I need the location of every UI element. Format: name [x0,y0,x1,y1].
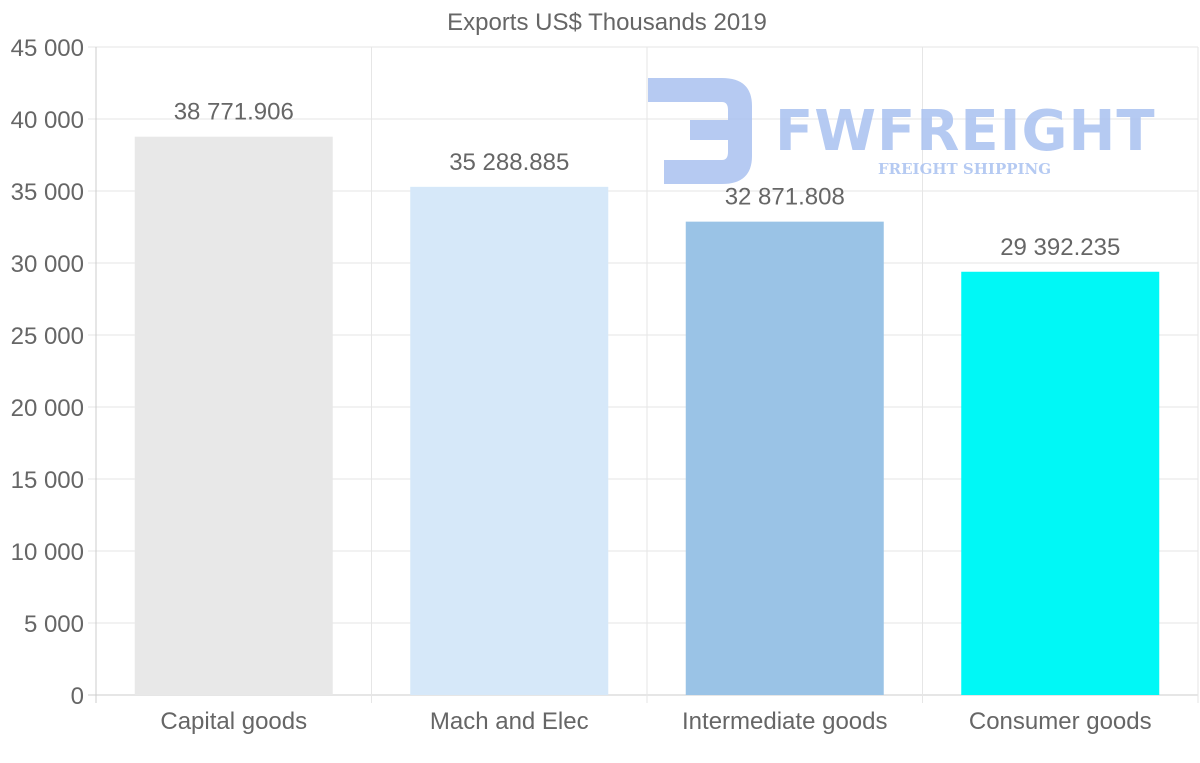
bar-3 [685,221,884,695]
y-tick-label: 10 000 [11,539,84,566]
x-category-label: Intermediate goods [682,708,887,735]
x-axis-categories: Capital goods Mach and Elec Intermediate g… [160,708,1151,735]
bars [134,136,1160,695]
y-tick-label: 40 000 [11,107,84,134]
bar-value-label: 35 288.885 [449,149,569,176]
y-tick-label: 30 000 [11,251,84,278]
y-tick-label: 5 000 [24,611,84,638]
fwfreight-logo-icon [648,78,752,184]
fwfreight-watermark-logo: FWFREIGHT FREIGHT SHIPPING [648,78,1156,184]
bar-4 [961,271,1160,695]
data-labels: 38 771.906 35 288.885 32 871.808 29 392.235 [174,99,1121,261]
y-tick-label: 35 000 [11,179,84,206]
bar-value-label: 32 871.808 [725,184,845,211]
bar-value-label: 29 392.235 [1000,234,1120,261]
x-category-label: Consumer goods [969,708,1152,735]
y-axis-ticks: 0 5 000 10 000 15 000 20 000 25 000 30 000 35 0… [11,35,84,710]
y-tick-label: 45 000 [11,35,84,62]
bar-2 [410,186,609,695]
x-category-label: Capital goods [160,708,307,735]
y-tick-label: 0 [71,683,84,710]
bar-1 [134,136,333,695]
bar-value-label: 38 771.906 [174,99,294,126]
watermark-brand: FWFREIGHT [775,99,1156,164]
watermark-tagline: FREIGHT SHIPPING [878,160,1051,178]
x-category-label: Mach and Elec [430,708,589,735]
y-tick-label: 20 000 [11,395,84,422]
y-tick-label: 15 000 [11,467,84,494]
chart-title: Exports US$ Thousands 2019 [447,9,767,36]
y-tick-label: 25 000 [11,323,84,350]
